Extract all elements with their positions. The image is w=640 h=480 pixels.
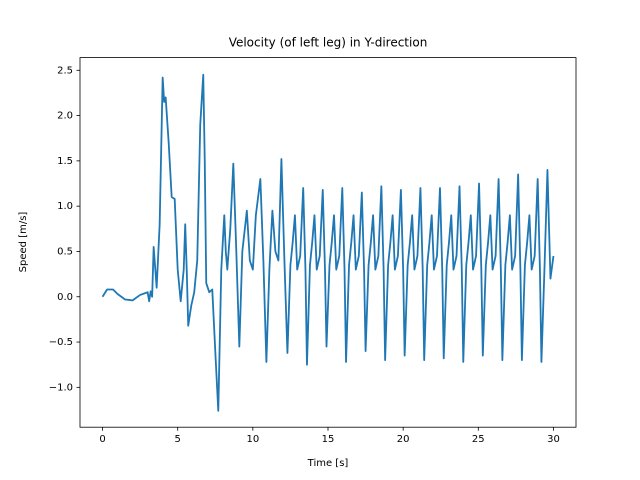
y-tick-label: 1.0 xyxy=(57,201,73,212)
y-axis-label: Speed [m/s] xyxy=(18,212,29,273)
x-tick-label: 20 xyxy=(397,434,410,445)
y-tick-label: 2.0 xyxy=(57,111,73,122)
chart-title: Velocity (of left leg) in Y-direction xyxy=(229,36,428,50)
y-tick-label: 0.5 xyxy=(57,246,73,257)
y-tick-label: −0.5 xyxy=(49,337,73,348)
x-tick-label: 5 xyxy=(175,434,181,445)
data-line xyxy=(101,73,555,412)
x-tick-label: 30 xyxy=(547,434,560,445)
x-tick-label: 25 xyxy=(472,434,485,445)
y-tick-label: 0.0 xyxy=(57,292,73,303)
x-tick-label: 0 xyxy=(99,434,105,445)
y-tick-label: 1.5 xyxy=(57,156,73,167)
x-axis-label: Time [s] xyxy=(307,458,349,469)
y-tick-label: 2.5 xyxy=(57,65,73,76)
x-tick-label: 10 xyxy=(246,434,259,445)
plot-frame xyxy=(79,57,577,428)
y-tick-label: −1.0 xyxy=(49,382,73,393)
x-tick-label: 15 xyxy=(322,434,335,445)
